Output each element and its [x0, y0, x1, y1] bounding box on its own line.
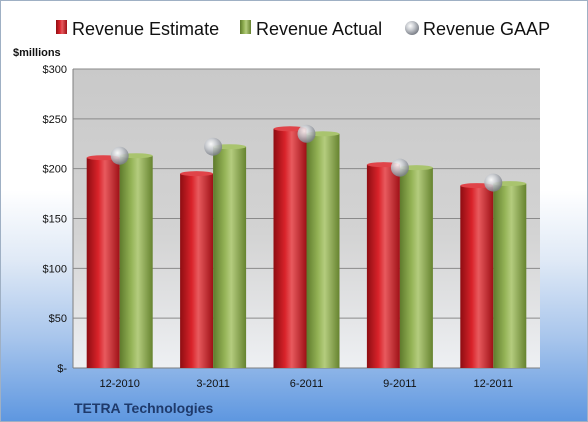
legend-swatch-gaap	[405, 21, 419, 35]
x-tick-label: 12-2010	[100, 378, 140, 390]
bar-cap-estimate	[273, 126, 307, 132]
x-axis-ticks: 12-2010 3-2011 6-2011 9-2011 12-2011	[100, 378, 514, 390]
bar-revenue-estimate	[86, 157, 120, 368]
y-tick-label: $100	[43, 263, 67, 275]
y-tick-label: $300	[43, 64, 67, 76]
y-tick-label: $200	[43, 164, 67, 176]
gaap-markers	[110, 124, 503, 192]
y-tick-label: $250	[43, 114, 67, 126]
bar-revenue-estimate	[366, 164, 400, 368]
legend-label-actual: Revenue Actual	[256, 19, 382, 39]
bar-revenue-actual	[399, 167, 433, 368]
x-tick-label: 3-2011	[196, 378, 229, 390]
bar-revenue-actual	[213, 146, 247, 368]
bar-revenue-actual	[493, 183, 527, 368]
y-tick-label: $-	[57, 363, 67, 375]
bar-revenue-actual	[306, 133, 340, 368]
y-tick-label: $50	[49, 313, 67, 325]
x-tick-label: 9-2011	[383, 378, 416, 390]
bar-revenue-actual	[119, 155, 153, 368]
legend: Revenue Estimate Revenue Actual Revenue …	[56, 19, 550, 39]
x-tick-label: 6-2011	[290, 378, 323, 390]
y-tick-label: $150	[43, 214, 67, 226]
y-axis-ticks: $- $50 $100 $150 $200 $250 $300	[43, 64, 68, 375]
y-axis-unit-label: $millions	[13, 47, 61, 59]
legend-label-estimate: Revenue Estimate	[72, 19, 219, 39]
legend-swatch-estimate	[56, 20, 67, 34]
marker-revenue-gaap	[110, 146, 129, 165]
bar-revenue-estimate	[273, 128, 307, 368]
bar-revenue-estimate	[180, 173, 214, 368]
bars	[86, 126, 527, 368]
bar-cap-estimate	[180, 171, 214, 177]
legend-label-gaap: Revenue GAAP	[423, 19, 550, 39]
marker-revenue-gaap	[484, 173, 503, 192]
marker-revenue-gaap	[390, 158, 409, 177]
legend-swatch-actual	[240, 20, 251, 34]
company-name: TETRA Technologies	[74, 400, 213, 416]
marker-revenue-gaap	[204, 137, 223, 156]
bar-revenue-estimate	[460, 185, 494, 368]
x-tick-label: 12-2011	[474, 378, 514, 390]
marker-revenue-gaap	[297, 124, 316, 143]
